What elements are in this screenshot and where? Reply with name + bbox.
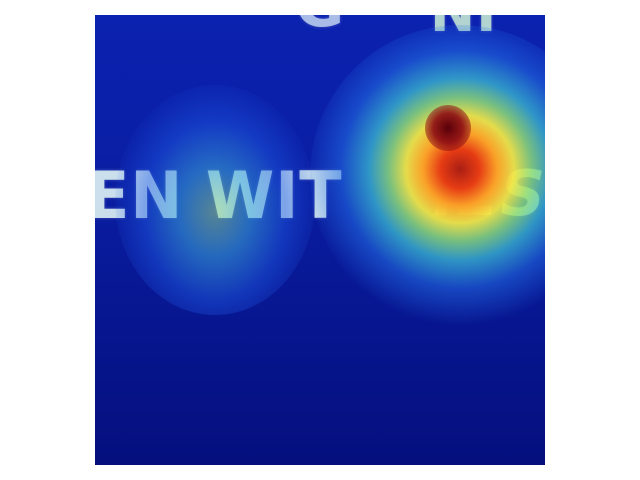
photo-text-top-left: G (295, 15, 345, 41)
photo-text-middle-right: IES (433, 157, 545, 230)
heatmap-image: G NI EN WIT IES (95, 15, 545, 465)
photo-text-top-right: NI (430, 15, 497, 44)
photo-text-middle-left: EN WIT (95, 157, 343, 234)
heatmap-background (95, 15, 545, 465)
